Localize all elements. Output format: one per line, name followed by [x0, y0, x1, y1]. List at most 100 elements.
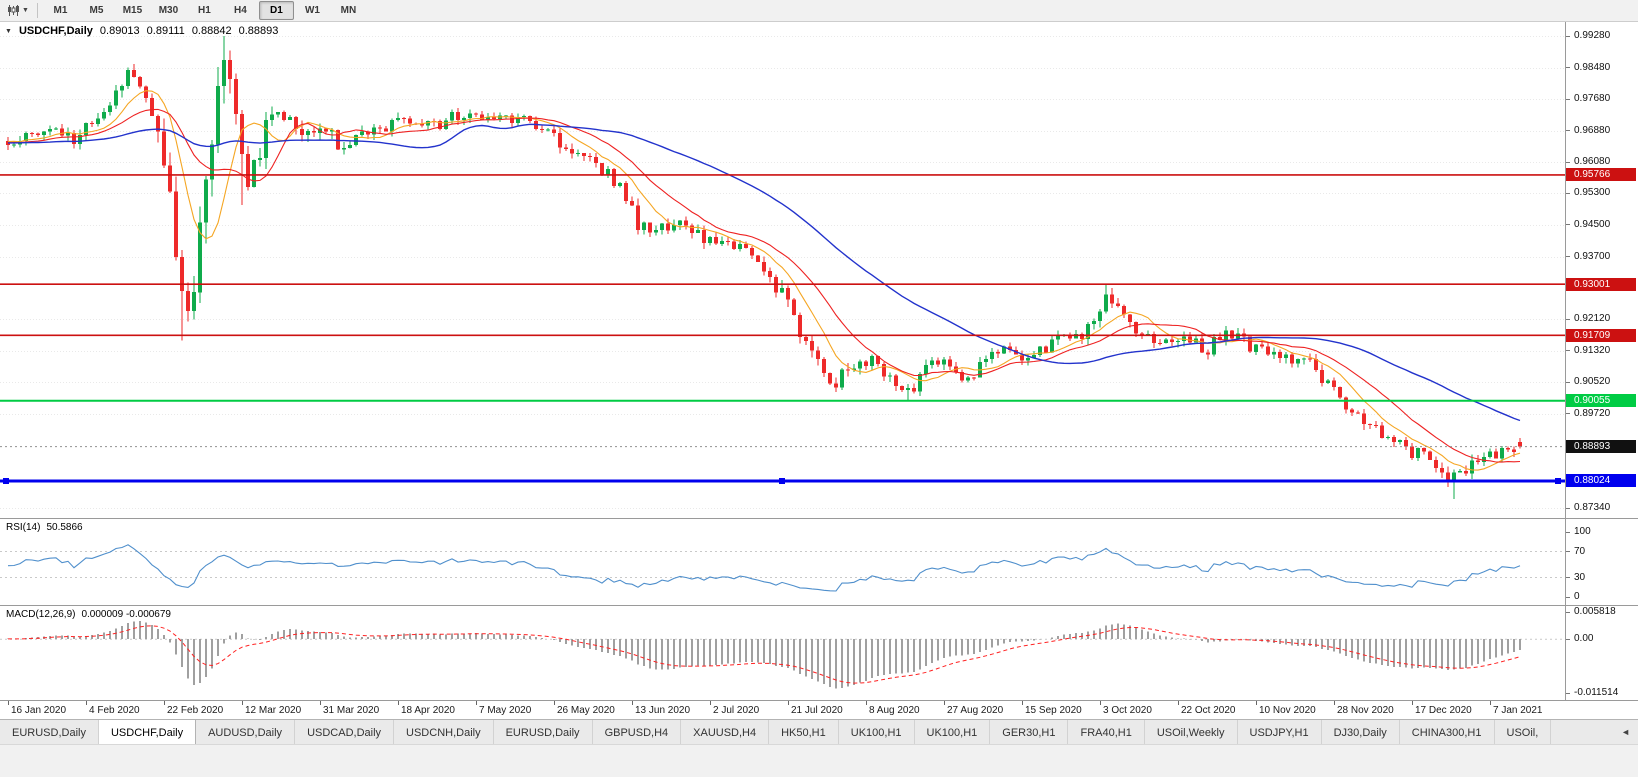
- chart-tab-uk100-h1[interactable]: UK100,H1: [838, 720, 915, 745]
- date-tick: [866, 701, 867, 705]
- axis-tick-label: 0.87340: [1574, 502, 1611, 513]
- rsi-label: RSI(14) 50.5866: [6, 522, 83, 533]
- date-axis[interactable]: 16 Jan 2020 4 Feb 2020 22 Feb 2020 12 Mar 2…: [0, 701, 1638, 719]
- axis-tick: [1566, 413, 1570, 415]
- candlestick-chart-icon: [8, 5, 19, 16]
- axis-tick: [1566, 161, 1570, 163]
- line-handle[interactable]: [779, 478, 785, 484]
- timeframe-button-h1[interactable]: H1: [198, 5, 211, 16]
- chart-tab-eurusd-daily[interactable]: EURUSD,Daily: [0, 720, 99, 745]
- axis-tick: [1566, 318, 1570, 320]
- axis-tick-label: 0.96080: [1574, 156, 1611, 168]
- chart-tab-usdchf-daily[interactable]: USDCHF,Daily: [98, 720, 197, 745]
- date-tick: [398, 701, 399, 705]
- axis-tick-label: 100: [1574, 526, 1591, 537]
- line-price-badge: 0.95766: [1566, 168, 1636, 182]
- rsi-indicator-panel[interactable]: [0, 519, 1565, 605]
- date-tick: [1178, 701, 1179, 705]
- axis-tick: [1566, 350, 1570, 352]
- line-price-badge: 0.88024: [1566, 474, 1636, 488]
- date-tick: [1334, 701, 1335, 705]
- symbol-marker-icon: ▼: [5, 27, 12, 35]
- axis-tick-label: 0.92120: [1574, 313, 1611, 325]
- chart-tab-xauusd-h4[interactable]: XAUUSD,H4: [681, 720, 770, 745]
- axis-separator: [1565, 21, 1566, 700]
- axis-tick-label: 0.98480: [1574, 61, 1611, 73]
- timeframe-button-d1[interactable]: D1: [258, 1, 294, 20]
- panel-separator[interactable]: [0, 518, 1638, 519]
- timeframe-button-m1[interactable]: M1: [53, 5, 68, 16]
- date-label: 27 Aug 2020: [947, 705, 1004, 716]
- main-price-chart[interactable]: [0, 21, 1565, 518]
- macd-name: MACD(12,26,9): [6, 609, 76, 620]
- axis-tick: [1566, 551, 1570, 552]
- axis-tick: [1566, 638, 1570, 640]
- current-price-badge: 0.88893: [1566, 440, 1636, 454]
- axis-tick-label: 0.00: [1574, 633, 1594, 645]
- date-label: 13 Jun 2020: [635, 705, 691, 716]
- line-handle[interactable]: [1555, 478, 1561, 484]
- panel-separator[interactable]: [0, 605, 1638, 606]
- axis-tick: [1566, 611, 1570, 613]
- axis-tick: [1566, 192, 1570, 194]
- chart-tab-usoil-weekly[interactable]: USOil,Weekly: [1144, 720, 1238, 745]
- timeframe-button-mn[interactable]: MN: [340, 5, 357, 16]
- line-price-badge: 0.93001: [1566, 277, 1636, 291]
- axis-tick-label: 0: [1574, 591, 1580, 602]
- date-label: 3 Oct 2020: [1103, 705, 1152, 716]
- axis-tick-label: 70: [1574, 545, 1586, 557]
- chart-tab-uk100-h1[interactable]: UK100,H1: [914, 720, 991, 745]
- chart-tab-usdcnh-daily[interactable]: USDCNH,Daily: [394, 720, 494, 745]
- moving-average-line-45: [8, 123, 1521, 422]
- rsi-name: RSI(14): [6, 522, 41, 533]
- timeframe-button-h4[interactable]: H4: [234, 5, 247, 16]
- axis-tick-label: 0.89720: [1574, 407, 1611, 419]
- ohlc-close: 0.88893: [238, 25, 279, 37]
- date-tick: [320, 701, 321, 705]
- axis-tick: [1566, 692, 1570, 694]
- date-label: 17 Dec 2020: [1415, 705, 1472, 716]
- date-tick: [1022, 701, 1023, 705]
- axis-tick: [1566, 256, 1570, 258]
- macd-indicator-panel[interactable]: [0, 606, 1565, 700]
- chart-type-button[interactable]: ▼: [4, 3, 32, 18]
- chart-tab-ger30-h1[interactable]: GER30,H1: [990, 720, 1069, 745]
- chart-tab-hk50-h1[interactable]: HK50,H1: [769, 720, 839, 745]
- date-tick: [788, 701, 789, 705]
- date-label: 15 Sep 2020: [1025, 705, 1082, 716]
- ohlc-high: 0.89111: [146, 25, 185, 37]
- chart-tab-gbpusd-h4[interactable]: GBPUSD,H4: [592, 720, 682, 745]
- timeframe-button-m30[interactable]: M30: [158, 5, 179, 16]
- chart-tab-usdjpy-h1[interactable]: USDJPY,H1: [1237, 720, 1322, 745]
- chart-tab-eurusd-daily[interactable]: EURUSD,Daily: [493, 720, 593, 745]
- axis-tick-label: 0.96880: [1574, 124, 1611, 136]
- macd-label: MACD(12,26,9) 0.000009 -0.000679: [6, 609, 171, 620]
- chart-tab-dj30-daily[interactable]: DJ30,Daily: [1321, 720, 1400, 745]
- date-tick: [164, 701, 165, 705]
- timeframe-button-w1[interactable]: W1: [304, 5, 320, 16]
- chart-tab-usoil-[interactable]: USOil,: [1494, 720, 1552, 745]
- date-label: 22 Oct 2020: [1181, 705, 1236, 716]
- date-label: 8 Aug 2020: [869, 705, 920, 716]
- date-label: 18 Apr 2020: [401, 705, 455, 716]
- chart-tab-audusd-daily[interactable]: AUDUSD,Daily: [196, 720, 296, 745]
- price-axis[interactable]: 0.99280 0.98480 0.97680 0.96880 0.96080 0.953…: [1566, 21, 1638, 518]
- timeframe-button-m15[interactable]: M15: [122, 5, 143, 16]
- chart-tab-china300-h1[interactable]: CHINA300,H1: [1399, 720, 1495, 745]
- line-handle[interactable]: [3, 478, 9, 484]
- date-tick: [1100, 701, 1101, 705]
- axis-tick-label: 0.97680: [1574, 93, 1611, 105]
- moving-average-line-16: [7, 108, 1521, 463]
- tab-scroll-left-button[interactable]: ◄: [1616, 720, 1635, 744]
- macd-axis: 0.005818 0.00 -0.011514: [1566, 606, 1638, 700]
- axis-tick-label: 30: [1574, 571, 1586, 583]
- date-label: 22 Feb 2020: [167, 705, 224, 716]
- timeframe-button-m5[interactable]: M5: [89, 5, 104, 16]
- chart-tab-usdcad-daily[interactable]: USDCAD,Daily: [295, 720, 395, 745]
- toolbar-separator: [36, 3, 38, 18]
- date-label: 12 Mar 2020: [245, 705, 302, 716]
- macd-signal-line: [8, 625, 1521, 684]
- axis-tick-label: 0.91320: [1574, 344, 1611, 356]
- chart-tab-fra40-h1[interactable]: FRA40,H1: [1068, 720, 1145, 745]
